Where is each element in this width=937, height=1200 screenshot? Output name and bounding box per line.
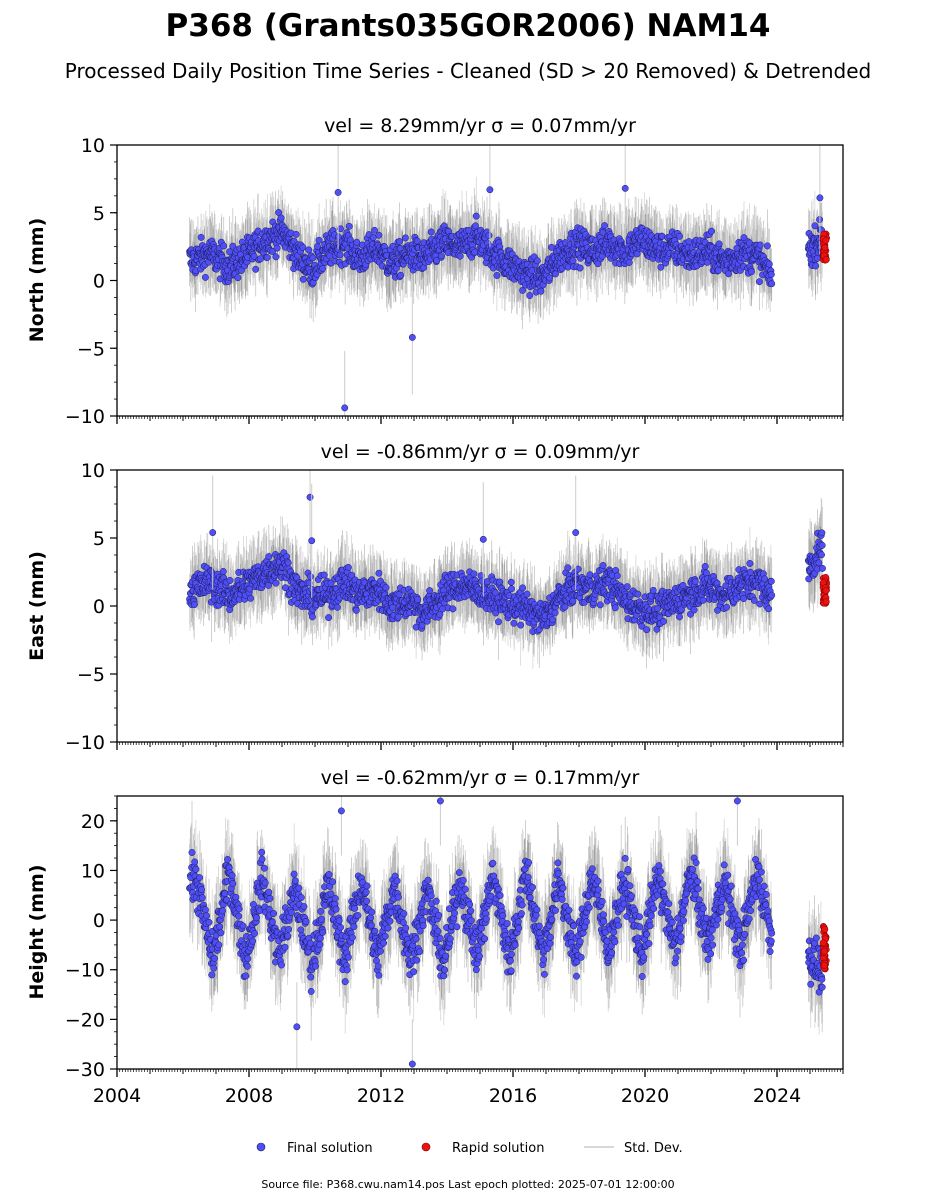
north-rapid-point	[822, 236, 830, 244]
north-outlier-point	[621, 184, 629, 192]
figure-title: P368 (Grants035GOR2006) NAM14	[166, 8, 771, 44]
north-final-point	[548, 243, 555, 251]
east-final-point	[190, 601, 198, 609]
north-final-point	[371, 226, 378, 234]
north-final-point	[250, 252, 258, 260]
north-final-point	[427, 228, 435, 236]
north-final-point	[292, 230, 300, 238]
north-final-point	[725, 270, 733, 278]
north-final-point	[546, 274, 554, 282]
north-final-point	[201, 273, 209, 281]
north-final-point	[472, 212, 480, 220]
north-ylabel: North (mm)	[26, 218, 48, 343]
north-final-point	[657, 263, 665, 271]
north-final-point	[765, 260, 773, 268]
east-panel-title: vel = -0.86mm/yr σ = 0.09mm/yr	[321, 441, 640, 463]
north-final-point	[714, 266, 722, 274]
north-final-point	[226, 248, 234, 256]
north-final-point	[315, 236, 323, 244]
north-final-point	[485, 232, 493, 239]
figure-subtitle: Processed Daily Position Time Series - C…	[65, 59, 871, 83]
east-ylabel: East (mm)	[26, 551, 48, 661]
north-final-point	[740, 234, 748, 242]
north-outlier-point	[486, 186, 494, 194]
north-plot-area	[186, 145, 830, 416]
north-final-point	[493, 272, 501, 279]
north-final-point	[319, 264, 327, 272]
north-rapid-point	[822, 256, 830, 264]
north-y-tick-label: 5	[93, 203, 105, 225]
east-panel: vel = -0.86mm/yr σ = 0.09mm/yr East (mm)…	[26, 441, 844, 754]
north-final-point	[813, 254, 821, 262]
north-final-point	[273, 244, 281, 252]
north-final-point	[396, 238, 403, 245]
north-final-point	[576, 264, 584, 272]
north-y-tick-label: −10	[65, 406, 105, 428]
north-final-point	[625, 259, 633, 266]
north-panel-title: vel = 8.29mm/yr σ = 0.07mm/yr	[324, 115, 636, 137]
north-final-point	[234, 274, 242, 282]
north-final-point	[812, 262, 820, 270]
north-final-point	[397, 271, 405, 279]
north-final-point	[533, 257, 541, 265]
north-final-point	[755, 278, 763, 286]
north-final-point	[685, 238, 693, 246]
north-final-point	[299, 243, 307, 251]
north-final-point	[676, 232, 683, 240]
north-final-point	[748, 268, 755, 276]
north-final-point	[526, 292, 534, 299]
north-final-point	[708, 227, 715, 235]
north-final-point	[601, 222, 609, 230]
north-final-point	[375, 231, 383, 239]
north-final-point	[220, 242, 228, 250]
north-outlier-point	[341, 404, 349, 412]
north-final-point	[272, 253, 280, 261]
north-y-tick-label: 10	[81, 135, 105, 157]
north-final-point	[763, 242, 771, 250]
north-final-point	[456, 252, 464, 260]
north-final-point	[552, 270, 559, 278]
north-rapid-points	[819, 230, 830, 264]
east-plot-area	[186, 470, 830, 669]
north-final-point	[811, 222, 819, 230]
north-final-point	[345, 222, 353, 230]
north-final-point	[257, 255, 264, 263]
north-final-point	[438, 252, 445, 260]
north-outlier-point	[408, 333, 416, 341]
north-final-point	[537, 287, 545, 295]
north-y-tick-label: 0	[93, 271, 105, 293]
north-final-point	[299, 275, 307, 283]
north-y-tick-label: −5	[77, 338, 105, 360]
north-final-point	[569, 257, 577, 265]
north-final-point	[197, 233, 205, 241]
north-final-point	[353, 238, 361, 246]
north-final-point	[401, 234, 409, 242]
north-final-point	[768, 280, 776, 288]
north-outlier-point	[816, 194, 824, 202]
north-rapid-point	[821, 244, 829, 251]
north-final-point	[336, 251, 344, 259]
north-final-point	[337, 225, 344, 233]
north-final-point	[715, 240, 723, 248]
north-outlier-point	[334, 188, 342, 196]
north-final-point	[277, 214, 285, 222]
north-final-point	[413, 237, 421, 245]
east-final-point	[219, 568, 227, 575]
north-final-point	[305, 246, 313, 254]
north-final-point	[472, 222, 479, 230]
north-final-point	[309, 254, 317, 262]
north-final-point	[756, 241, 764, 249]
north-final-point	[252, 265, 260, 273]
north-final-point	[268, 247, 276, 255]
east-final-points	[186, 470, 826, 635]
north-final-point	[658, 232, 666, 240]
north-panel: vel = 8.29mm/yr σ = 0.07mm/yr North (mm)…	[26, 115, 844, 428]
north-final-point	[519, 286, 527, 294]
north-final-point	[263, 254, 271, 261]
north-final-points	[186, 145, 826, 416]
north-final-point	[767, 271, 775, 278]
